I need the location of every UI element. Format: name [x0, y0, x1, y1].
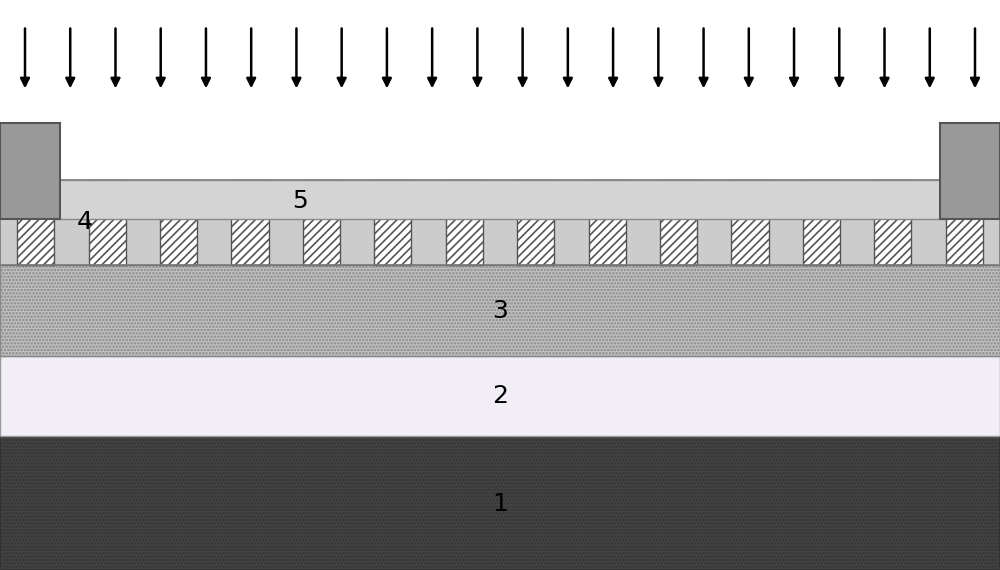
Bar — [374, 180, 411, 265]
Bar — [0, 436, 1000, 570]
Bar — [89, 180, 126, 265]
Bar — [589, 180, 626, 265]
Text: 4: 4 — [77, 210, 93, 234]
Bar — [446, 180, 483, 265]
Text: 5: 5 — [292, 189, 308, 213]
Bar — [946, 180, 983, 265]
Bar — [0, 123, 60, 219]
Bar — [517, 180, 554, 265]
Bar — [731, 180, 769, 265]
Bar — [874, 180, 911, 265]
Text: 3: 3 — [492, 299, 508, 323]
Text: 1: 1 — [492, 492, 508, 516]
Bar — [803, 180, 840, 265]
Bar — [160, 180, 197, 265]
Text: 2: 2 — [492, 384, 508, 408]
Bar — [660, 180, 697, 265]
Bar — [0, 265, 1000, 356]
Bar — [17, 180, 54, 265]
Bar — [303, 180, 340, 265]
Bar — [940, 123, 1000, 219]
Bar — [0, 180, 1000, 265]
Bar — [231, 180, 269, 265]
Bar — [0, 180, 1000, 265]
Bar — [0, 356, 1000, 436]
Bar — [55, 180, 945, 219]
